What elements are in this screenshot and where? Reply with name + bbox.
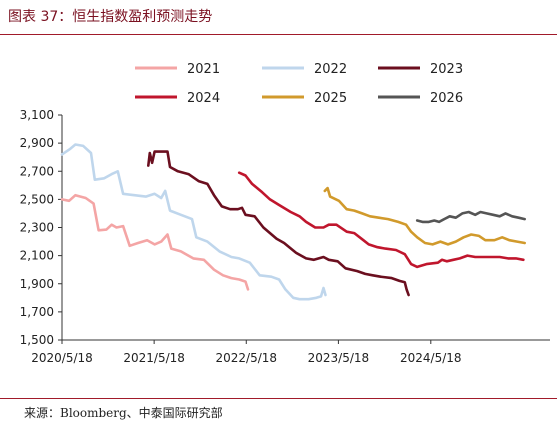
- x-tick-label: 2024/5/18: [400, 351, 462, 365]
- y-tick-label: 2,900: [20, 136, 54, 150]
- y-tick-label: 2,300: [20, 221, 54, 235]
- x-tick-label: 2023/5/18: [308, 351, 370, 365]
- legend-label-2023: 2023: [430, 62, 463, 77]
- x-tick-label: 2021/5/18: [123, 351, 185, 365]
- y-tick-label: 2,700: [20, 164, 54, 178]
- y-tick-label: 1,700: [20, 305, 54, 319]
- series-line-2022: [60, 143, 327, 301]
- chart-svg: 1,500 1,700 1,900 2,100 2,300 2,500 2,700 2,900…: [20, 62, 550, 365]
- series-layer: [60, 143, 526, 301]
- y-tick-label: 3,100: [20, 108, 54, 122]
- legend-label-2026: 2026: [430, 91, 463, 106]
- y-tick-label: 1,500: [20, 333, 54, 347]
- source-bar: 来源：Bloomberg、中泰国际研究部: [0, 398, 557, 424]
- series-line-2023: [147, 150, 410, 297]
- legend-label-2024: 2024: [187, 91, 220, 106]
- legend-layer: 2021 2022 2023 2024 2025 2026: [135, 62, 463, 106]
- x-tick-label: 2020/5/18: [31, 351, 93, 365]
- figure-title-bar: 图表 37：恒生指数盈利预测走势: [0, 0, 557, 35]
- series-line-2025: [323, 186, 526, 246]
- y-tick-label: 2,100: [20, 249, 54, 263]
- y-tick-label: 1,900: [20, 277, 54, 291]
- series-line-2026: [415, 210, 526, 224]
- axes-layer: 1,500 1,700 1,900 2,100 2,300 2,500 2,700 2,900…: [20, 108, 550, 365]
- legend-label-2021: 2021: [187, 62, 220, 77]
- series-line-2024: [237, 171, 525, 269]
- y-tick-label: 2,500: [20, 192, 54, 206]
- source-note: 来源：Bloomberg、中泰国际研究部: [24, 406, 223, 420]
- legend-label-2022: 2022: [314, 62, 347, 77]
- x-tick-label: 2022/5/18: [216, 351, 278, 365]
- series-line-2021: [60, 193, 250, 291]
- legend-label-2025: 2025: [314, 91, 347, 106]
- figure-title: 图表 37：恒生指数盈利预测走势: [8, 9, 213, 25]
